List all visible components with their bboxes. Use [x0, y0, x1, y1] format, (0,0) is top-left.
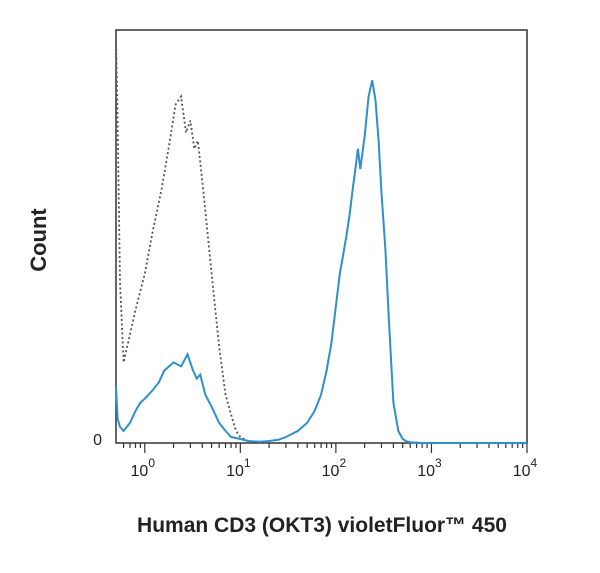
plot-area — [115, 29, 528, 453]
unstained-control-histogram-line — [115, 39, 270, 444]
y-axis-label: Count — [26, 208, 51, 272]
x-tick-label: 102 — [322, 456, 347, 480]
x-tick-label: 104 — [513, 456, 538, 480]
x-tick-label: 103 — [417, 456, 442, 480]
x-tick-label: 101 — [226, 456, 251, 480]
y-zero-tick-label: 0 — [93, 432, 102, 449]
plot-frame — [115, 29, 528, 444]
x-tick-labels: 100 101 102 103 104 — [131, 456, 538, 480]
cd3-stained-histogram-line — [115, 80, 527, 444]
x-axis-label: Human CD3 (OKT3) violetFluor™ 450 — [137, 514, 507, 537]
x-tick-label: 100 — [131, 456, 156, 480]
x-tick-marks — [122, 443, 528, 453]
